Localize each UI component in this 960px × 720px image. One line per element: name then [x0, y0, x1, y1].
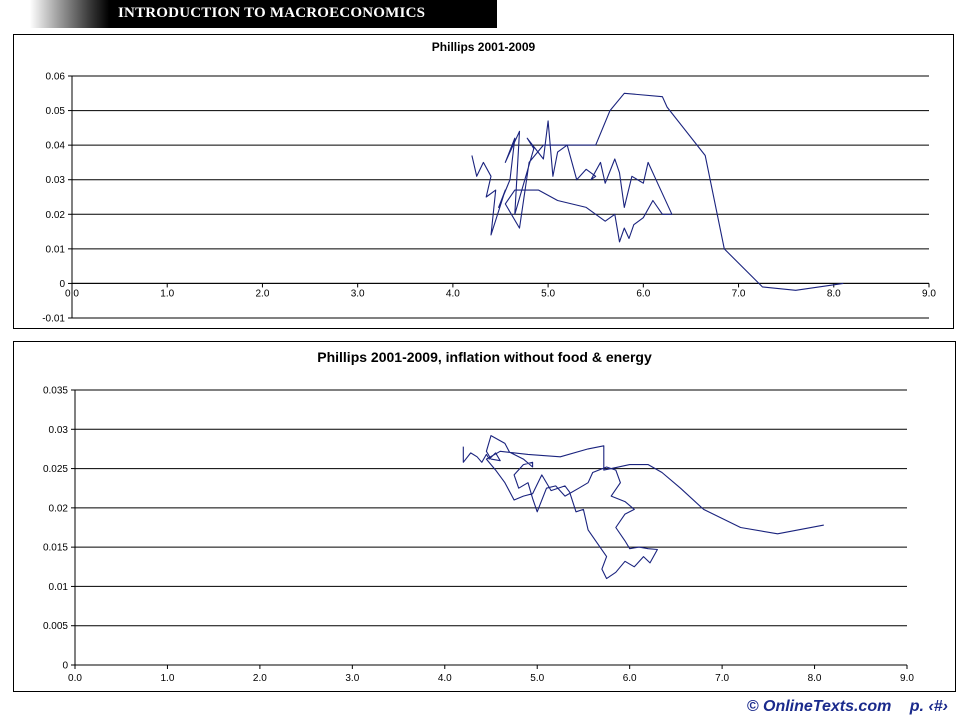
y-tick-label: 0 — [62, 661, 68, 672]
x-tick-label: 8.0 — [808, 673, 822, 684]
footer-copyright: © OnlineTexts.com — [746, 698, 892, 715]
chart-svg: Phillips 2001-2009-0.0100.010.020.030.04… — [13, 34, 954, 329]
x-tick-label: 3.0 — [345, 673, 359, 684]
x-tick-label: 3.0 — [351, 288, 365, 299]
header-title: INTRODUCTION TO MACROECONOMICS — [118, 5, 426, 21]
chart-svg: Phillips 2001-2009, inflation without fo… — [13, 341, 956, 692]
y-tick-label: 0.04 — [46, 141, 66, 152]
x-tick-label: 8.0 — [827, 288, 841, 299]
y-tick-label: 0.05 — [46, 106, 66, 117]
y-tick-label: 0.03 — [49, 425, 69, 436]
chart-title: Phillips 2001-2009, inflation without fo… — [317, 349, 652, 365]
header-banner: INTRODUCTION TO MACROECONOMICS — [0, 0, 497, 28]
x-tick-label: 6.0 — [623, 673, 637, 684]
x-tick-label: 7.0 — [715, 673, 729, 684]
x-tick-label: 9.0 — [900, 673, 914, 684]
x-tick-label: 2.0 — [253, 673, 267, 684]
x-tick-label: 0.0 — [65, 288, 79, 299]
x-tick-label: 1.0 — [160, 673, 174, 684]
x-tick-label: 4.0 — [438, 673, 452, 684]
chart-border — [13, 341, 956, 692]
y-tick-label: 0.015 — [43, 543, 68, 554]
y-tick-label: 0.025 — [43, 464, 68, 475]
footer: © OnlineTexts.com p. ‹#› — [747, 698, 948, 716]
x-tick-label: 5.0 — [541, 288, 555, 299]
y-tick-label: 0.01 — [46, 244, 66, 255]
y-tick-label: 0 — [59, 279, 65, 290]
y-tick-label: 0.02 — [46, 210, 66, 221]
y-tick-label: 0.01 — [49, 582, 69, 593]
series-line — [471, 92, 844, 291]
chart-bottom: Phillips 2001-2009, inflation without fo… — [13, 341, 956, 692]
y-tick-label: 0.005 — [43, 621, 68, 632]
series-line — [462, 435, 824, 580]
chart-border — [13, 34, 954, 329]
x-tick-label: 5.0 — [530, 673, 544, 684]
chart-top: Phillips 2001-2009 -0.01 0 0.01 0.02 0.03 0.04… — [13, 34, 954, 329]
y-tick-label: 0.06 — [46, 72, 66, 83]
footer-page-number: p. ‹#› — [909, 698, 948, 715]
x-tick-label: 7.0 — [732, 288, 746, 299]
x-tick-label: 0.0 — [68, 673, 82, 684]
x-tick-label: 9.0 — [922, 288, 936, 299]
x-tick-label: 2.0 — [255, 288, 269, 299]
x-tick-label: 6.0 — [636, 288, 650, 299]
y-tick-label: -0.01 — [42, 314, 65, 325]
x-tick-label: 1.0 — [160, 288, 174, 299]
y-tick-label: 0.035 — [43, 386, 68, 397]
y-tick-label: 0.02 — [49, 503, 69, 514]
chart-title: Phillips 2001-2009 — [432, 40, 536, 54]
x-tick-label: 4.0 — [446, 288, 460, 299]
y-tick-label: 0.03 — [46, 175, 66, 186]
